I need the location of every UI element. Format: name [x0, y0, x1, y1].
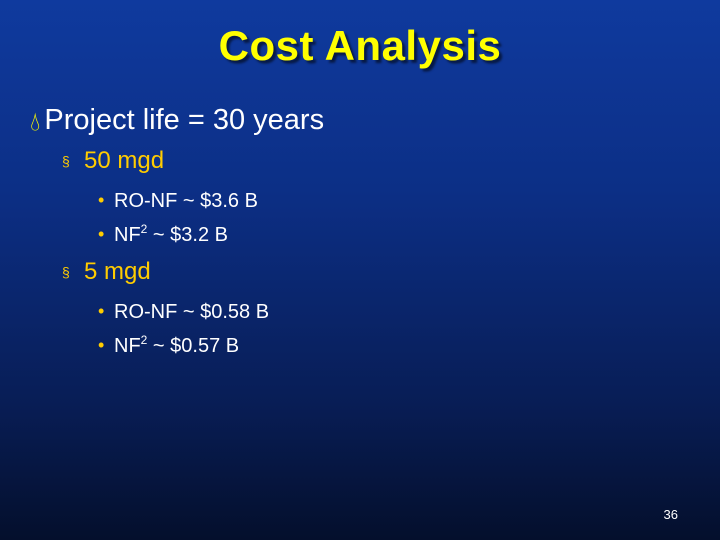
group-label: 50 mgd [84, 147, 165, 174]
page-number: 36 [663, 507, 678, 522]
dot-bullet-icon: • [98, 335, 105, 355]
item-text: NF2 ~ $0.57 B [114, 333, 240, 357]
dot-bullet-icon: • [98, 190, 105, 210]
square-bullet-icon: § [62, 264, 70, 280]
item-text: RO-NF ~ $0.58 B [114, 301, 270, 323]
group-label: 5 mgd [84, 258, 151, 285]
item-text: RO-NF ~ $3.6 B [114, 190, 258, 212]
group-label-50mgd: § 50 mgd [62, 147, 164, 175]
teardrop-bullet-icon: 💧︎ [30, 105, 41, 136]
dot-bullet-icon: • [98, 301, 105, 321]
main-point-text: Project life = 30 years [44, 104, 325, 136]
list-item: • RO-NF ~ $3.6 B [98, 188, 258, 213]
group-label-5mgd: § 5 mgd [62, 258, 151, 286]
slide-title: Cost Analysis [218, 22, 502, 69]
square-bullet-icon: § [62, 153, 70, 169]
list-item: • NF2 ~ $3.2 B [98, 222, 228, 247]
dot-bullet-icon: • [98, 224, 105, 244]
list-item: • NF2 ~ $0.57 B [98, 333, 239, 358]
main-point: 💧︎ Project life = 30 years [30, 104, 324, 137]
list-item: • RO-NF ~ $0.58 B [98, 299, 269, 324]
item-text: NF2 ~ $3.2 B [114, 222, 228, 246]
